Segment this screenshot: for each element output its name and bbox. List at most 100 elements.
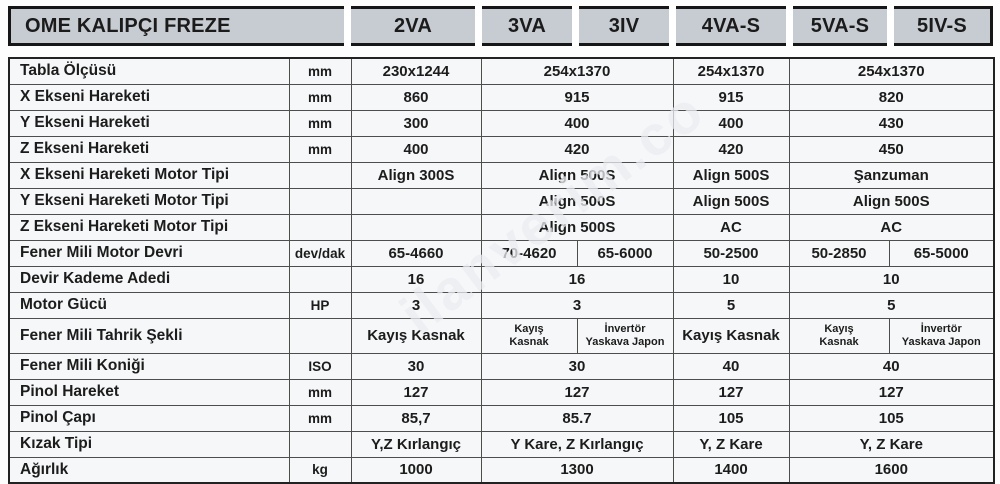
spec-unit xyxy=(288,430,352,458)
spec-unit: kg xyxy=(288,456,352,484)
table-row: Tabla Ölçüsü mm 230x1244 254x1370 254x1370 25… xyxy=(8,57,995,85)
spec-unit: mm xyxy=(288,378,352,406)
spec-label: Ağırlık xyxy=(8,456,290,484)
spec-value-cell: Kayış Kasnak xyxy=(350,317,482,354)
spec-value-cell: 65-6000 xyxy=(576,239,674,267)
model-column-5iv-s: 5IV-S xyxy=(894,6,993,46)
spec-value-cell: Y, Z Kare xyxy=(788,430,995,458)
spec-unit xyxy=(288,213,352,241)
spec-unit xyxy=(288,187,352,215)
spec-value-cell: 30 xyxy=(480,352,674,380)
spec-value-cell: 300 xyxy=(350,109,482,137)
spec-table: Tabla Ölçüsü mm 230x1244 254x1370 254x1370 25… xyxy=(8,57,995,484)
spec-value-cell: 400 xyxy=(672,109,790,137)
model-column-4va-s: 4VA-S xyxy=(676,6,786,46)
spec-value-cell: 1600 xyxy=(788,456,995,484)
spec-value-cell: 400 xyxy=(350,135,482,163)
spec-value-cell: 860 xyxy=(350,83,482,111)
spec-value-cell: Align 500S xyxy=(788,187,995,215)
spec-label: Z Ekseni Hareketi xyxy=(8,135,290,163)
model-column-2va: 2VA xyxy=(351,6,475,46)
spec-value-cell: 450 xyxy=(788,135,995,163)
spec-value-cell: 16 xyxy=(350,265,482,293)
spec-value-cell: 50-2500 xyxy=(672,239,790,267)
spec-value-cell: 85,7 xyxy=(350,404,482,432)
spec-label: Fener Mili Tahrik Şekli xyxy=(8,317,290,354)
spec-label: Devir Kademe Adedi xyxy=(8,265,290,293)
spec-value-cell: 30 xyxy=(350,352,482,380)
spec-value-cell: 105 xyxy=(672,404,790,432)
spec-value-cell: 400 xyxy=(480,109,674,137)
spec-value-cell: 40 xyxy=(788,352,995,380)
spec-value-cell: 1000 xyxy=(350,456,482,484)
table-row: Fener Mili Koniği ISO 30 30 40 40 xyxy=(8,352,995,380)
spec-value-cell: 3 xyxy=(480,291,674,319)
spec-value-cell: Kayış Kasnak xyxy=(672,317,790,354)
spec-unit xyxy=(288,161,352,189)
table-row: Y Ekseni Hareketi Motor Tipi Align 500S Al… xyxy=(8,187,995,215)
spec-label: Y Ekseni Hareketi Motor Tipi xyxy=(8,187,290,215)
spec-unit: mm xyxy=(288,57,352,85)
spec-value-cell: 420 xyxy=(480,135,674,163)
table-row: Fener Mili Motor Devri dev/dak 65-4660 70-4… xyxy=(8,239,995,267)
spec-label: X Ekseni Hareketi Motor Tipi xyxy=(8,161,290,189)
spec-label: Motor Gücü xyxy=(8,291,290,319)
spec-value-cell: 915 xyxy=(672,83,790,111)
table-row: X Ekseni Hareketi Motor Tipi Align 300S Al… xyxy=(8,161,995,189)
table-row: Y Ekseni Hareketi mm 300 400 400 430 xyxy=(8,109,995,137)
model-column-3va: 3VA xyxy=(482,6,572,46)
spec-unit: mm xyxy=(288,404,352,432)
spec-value-cell: Align 500S xyxy=(672,161,790,189)
spec-unit: ISO xyxy=(288,352,352,380)
table-row: Pinol Hareket mm 127 127 127 127 xyxy=(8,378,995,406)
table-row: X Ekseni Hareketi mm 860 915 915 820 xyxy=(8,83,995,111)
spec-value-cell: 1300 xyxy=(480,456,674,484)
spec-unit: dev/dak xyxy=(288,239,352,267)
spec-value-cell: Align 500S xyxy=(480,213,674,241)
spec-unit: mm xyxy=(288,135,352,163)
spec-value-cell: Kayış Kasnak xyxy=(480,317,578,354)
spec-value-cell: 65-4660 xyxy=(350,239,482,267)
spec-label: Fener Mili Koniği xyxy=(8,352,290,380)
spec-unit xyxy=(288,317,352,354)
spec-value-cell: 16 xyxy=(480,265,674,293)
spec-label: Pinol Hareket xyxy=(8,378,290,406)
spec-value-cell: 127 xyxy=(350,378,482,406)
spec-value-cell: 254x1370 xyxy=(788,57,995,85)
spec-value-cell: 420 xyxy=(672,135,790,163)
spec-value-cell: AC xyxy=(672,213,790,241)
spec-value-cell: 254x1370 xyxy=(480,57,674,85)
table-row: Devir Kademe Adedi 16 16 10 10 xyxy=(8,265,995,293)
spec-value-cell: Align 300S xyxy=(350,161,482,189)
table-row: Ağırlık kg 1000 1300 1400 1600 xyxy=(8,456,995,484)
spec-label: Fener Mili Motor Devri xyxy=(8,239,290,267)
spec-unit: HP xyxy=(288,291,352,319)
spec-value-cell: 105 xyxy=(788,404,995,432)
spec-value-cell: 3 xyxy=(350,291,482,319)
spec-value-cell: Y Kare, Z Kırlangıç xyxy=(480,430,674,458)
spec-value-cell xyxy=(350,213,482,241)
spec-value-cell: İnvertör Yaskava Japon xyxy=(576,317,674,354)
spec-value-cell: 127 xyxy=(788,378,995,406)
spec-label: Tabla Ölçüsü xyxy=(8,57,290,85)
spec-value-cell: 915 xyxy=(480,83,674,111)
spec-value-cell: 85.7 xyxy=(480,404,674,432)
table-row: Motor Gücü HP 3 3 5 5 xyxy=(8,291,995,319)
spec-unit: mm xyxy=(288,83,352,111)
spec-value-cell: 127 xyxy=(672,378,790,406)
spec-label: Y Ekseni Hareketi xyxy=(8,109,290,137)
spec-unit: mm xyxy=(288,109,352,137)
spec-unit xyxy=(288,265,352,293)
spec-value-cell: Y, Z Kare xyxy=(672,430,790,458)
spec-value-cell: Align 500S xyxy=(672,187,790,215)
spec-value-cell: 127 xyxy=(480,378,674,406)
model-column-3iv: 3IV xyxy=(579,6,669,46)
spec-value-cell: 430 xyxy=(788,109,995,137)
spec-value-cell: Align 500S xyxy=(480,187,674,215)
table-row: Kızak Tipi Y,Z Kırlangıç Y Kare, Z Kırlang… xyxy=(8,430,995,458)
spec-value-cell: 5 xyxy=(788,291,995,319)
spec-value-cell: 10 xyxy=(788,265,995,293)
spec-value-cell: Kayış Kasnak xyxy=(788,317,890,354)
model-column-5va-s: 5VA-S xyxy=(793,6,887,46)
table-header-band: OME KALIPÇI FREZE 2VA 3VA 3IV 4VA-S 5VA-… xyxy=(8,6,993,46)
